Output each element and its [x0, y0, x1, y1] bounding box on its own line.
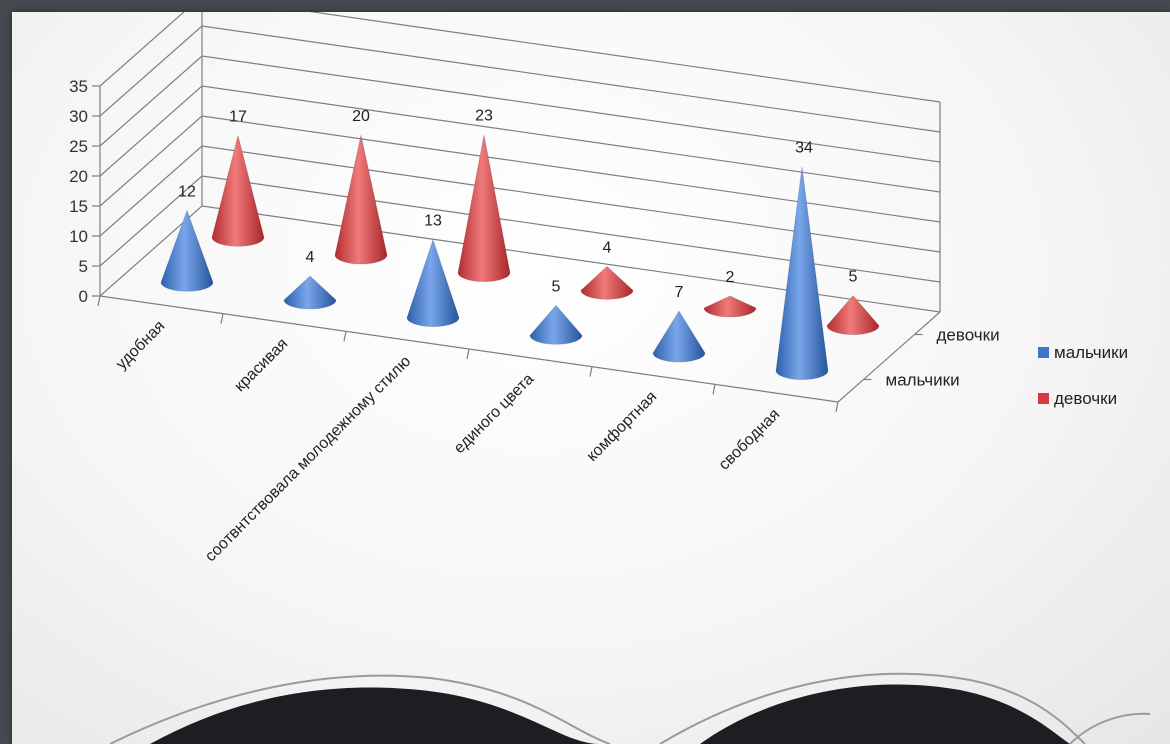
depth-axis-line: [837, 311, 941, 403]
cones: [160, 134, 880, 381]
category-label: удобная: [113, 318, 168, 373]
y-tick-label: 0: [79, 287, 88, 306]
category-label: свободная: [716, 406, 784, 474]
data-label: 13: [424, 213, 442, 230]
cone-body: [826, 295, 880, 336]
x-tick-mark: [343, 331, 347, 342]
cone: [283, 275, 337, 310]
data-label: 12: [178, 183, 196, 200]
cone: [652, 310, 706, 363]
y-tick-label: 35: [69, 77, 88, 96]
cone-body: [703, 295, 757, 318]
data-label: 2: [726, 269, 735, 286]
category-label: единого цвета: [451, 371, 538, 458]
cone: [334, 134, 388, 265]
legend-swatch: [1038, 393, 1049, 404]
x-tick-mark: [712, 384, 716, 395]
x-tick-mark: [835, 401, 839, 413]
y-tick-label: 15: [69, 197, 88, 216]
cone-body: [775, 166, 829, 381]
gridline: [99, 12, 941, 103]
y-tick-label: 30: [69, 107, 88, 126]
cone-body: [283, 275, 337, 310]
legend-label: мальчики: [1054, 343, 1128, 362]
series-axis-label: мальчики: [886, 371, 960, 390]
cone: [211, 135, 265, 247]
cone-body: [652, 310, 706, 363]
category-label: красивая: [231, 335, 291, 395]
legend-swatch: [1038, 347, 1049, 358]
cone: [529, 304, 583, 345]
cone: [580, 265, 634, 300]
cone-body: [211, 135, 265, 247]
y-tick-label: 25: [69, 137, 88, 156]
x-tick-mark: [466, 348, 470, 360]
data-label: 17: [229, 108, 247, 125]
y-tick-label: 10: [69, 227, 88, 246]
cone: [406, 238, 460, 328]
y-tick-label: 5: [79, 257, 88, 276]
cone-body: [457, 134, 511, 283]
cone: [775, 166, 829, 381]
cone-body: [406, 238, 460, 328]
decorative-swirl-right: [700, 684, 1070, 744]
cone-body: [529, 304, 583, 345]
cone: [703, 295, 757, 318]
decorative-swirl-right-outline: [659, 672, 1086, 744]
cone-body: [580, 265, 634, 300]
data-label: 5: [849, 269, 858, 286]
data-label: 4: [603, 239, 612, 256]
legend: мальчики девочки: [1038, 343, 1128, 408]
x-tick-mark: [589, 366, 593, 377]
y-tick-label: 20: [69, 167, 88, 186]
decorative-swirl-left: [150, 687, 600, 744]
data-label: 4: [306, 249, 315, 266]
cone: [826, 295, 880, 336]
x-tick-mark: [97, 295, 101, 307]
category-label: комфортная: [584, 388, 661, 465]
cone-body: [160, 209, 214, 292]
data-label: 7: [675, 284, 684, 301]
decorative-swirl-corner: [1069, 712, 1151, 744]
data-label: 34: [795, 140, 813, 157]
x-tick-mark: [220, 313, 224, 324]
slide: 0 5 10 15 20 25 30 35 удобная красивая соотвнтство…: [12, 12, 1170, 744]
series-axis-label: девочки: [937, 326, 1000, 345]
cone-body: [334, 134, 388, 265]
decorative-swirl-left-outline: [109, 674, 611, 744]
cone: [160, 209, 214, 292]
axes: [92, 12, 941, 413]
data-label: 5: [552, 278, 561, 295]
legend-label: девочки: [1054, 389, 1117, 408]
data-label: 23: [475, 108, 493, 125]
cone: [457, 134, 511, 283]
data-label: 20: [352, 108, 370, 125]
